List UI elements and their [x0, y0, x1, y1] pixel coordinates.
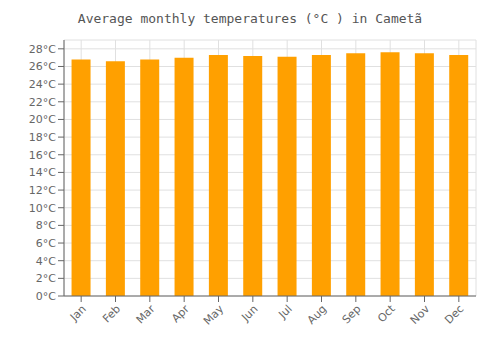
svg-text:28°C: 28°C — [29, 43, 56, 56]
svg-text:Feb: Feb — [100, 302, 123, 325]
svg-text:Oct: Oct — [375, 302, 398, 325]
svg-text:May: May — [201, 302, 227, 328]
svg-text:10°C: 10°C — [29, 202, 56, 215]
svg-text:Jun: Jun — [238, 302, 260, 324]
svg-text:2°C: 2°C — [36, 272, 56, 285]
svg-text:Aug: Aug — [305, 302, 329, 326]
svg-text:14°C: 14°C — [29, 166, 56, 179]
svg-text:Mar: Mar — [134, 302, 158, 326]
svg-text:Jul: Jul — [276, 302, 295, 321]
svg-text:18°C: 18°C — [29, 131, 56, 144]
svg-text:6°C: 6°C — [36, 237, 56, 250]
svg-text:20°C: 20°C — [29, 113, 56, 126]
svg-text:Nov: Nov — [408, 302, 433, 327]
html-text:Average monthly temperatures (: Average monthly temperatures (°C ) in Ca… — [77, 11, 423, 26]
svg-text:4°C: 4°C — [36, 255, 56, 268]
svg-text:0°C: 0°C — [36, 290, 56, 303]
svg-text:8°C: 8°C — [36, 219, 56, 232]
svg-text:22°C: 22°C — [29, 96, 56, 109]
svg-text:Sep: Sep — [340, 302, 364, 326]
svg-text:Jan: Jan — [67, 302, 89, 324]
svg-text:Dec: Dec — [442, 302, 466, 326]
svg-text:26°C: 26°C — [29, 60, 56, 73]
svg-text:12°C: 12°C — [29, 184, 56, 197]
svg-text:24°C: 24°C — [29, 78, 56, 91]
svg-text:Apr: Apr — [169, 302, 192, 325]
svg-text:16°C: 16°C — [29, 149, 56, 162]
